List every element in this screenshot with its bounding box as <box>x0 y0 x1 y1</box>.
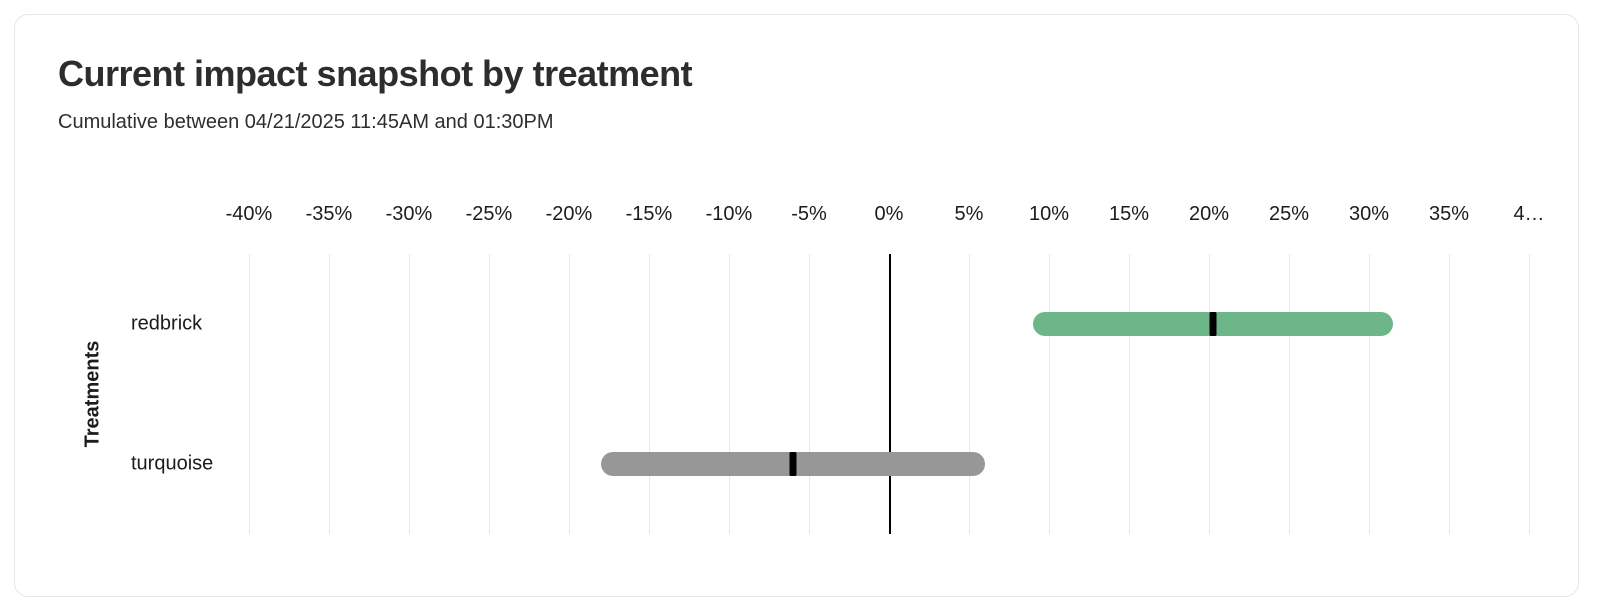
gridline <box>569 254 570 534</box>
gridline <box>1209 254 1210 534</box>
chart-title: Current impact snapshot by treatment <box>58 53 693 94</box>
gridline <box>969 254 970 534</box>
zero-axis-line <box>889 254 891 534</box>
gridline <box>1049 254 1050 534</box>
x-axis-tick-label: -20% <box>545 203 593 225</box>
point-marker-redbrick <box>1209 312 1217 336</box>
x-axis-tick-label: -35% <box>305 203 353 225</box>
point-marker-turquoise <box>789 452 797 476</box>
category-label-redbrick: redbrick <box>131 312 203 335</box>
gridline <box>1529 254 1530 534</box>
chart-subtitle: Cumulative between 04/21/2025 11:45AM an… <box>58 111 554 133</box>
x-axis-tick-label: 35% <box>1428 203 1470 225</box>
gridline <box>249 254 250 534</box>
gridline <box>1369 254 1370 534</box>
x-axis-tick-label: 20% <box>1188 203 1230 225</box>
impact-range-chart: -40% -35% -30% -25% -20% -15% -10% -5% 0% 5% 10% 15… <box>15 15 1578 596</box>
x-axis-tick-label: -10% <box>705 203 753 225</box>
x-axis-tick-label: 4… <box>1513 203 1545 225</box>
category-label-turquoise: turquoise <box>131 452 214 475</box>
x-axis-tick-label: 10% <box>1028 203 1070 225</box>
gridline <box>489 254 490 534</box>
x-axis-tick-label: 5% <box>954 203 984 225</box>
x-axis-tick-label: 15% <box>1108 203 1150 225</box>
chart-card: Current impact snapshot by treatment Cum… <box>14 14 1579 597</box>
gridline <box>729 254 730 534</box>
x-axis-tick-label: 30% <box>1348 203 1390 225</box>
gridline <box>409 254 410 534</box>
gridline <box>1129 254 1130 534</box>
gridline <box>1289 254 1290 534</box>
x-axis-tick-label: 0% <box>874 203 904 225</box>
x-axis-tick-label: 25% <box>1268 203 1310 225</box>
gridline <box>329 254 330 534</box>
gridline <box>1449 254 1450 534</box>
x-axis-tick-label: -25% <box>465 203 513 225</box>
gridline <box>809 254 810 534</box>
x-axis-tick-label: -30% <box>385 203 433 225</box>
gridline <box>649 254 650 534</box>
x-axis-tick-label: -15% <box>625 203 673 225</box>
x-axis-tick-label: -40% <box>225 203 273 225</box>
x-axis-tick-label: -5% <box>791 203 827 225</box>
